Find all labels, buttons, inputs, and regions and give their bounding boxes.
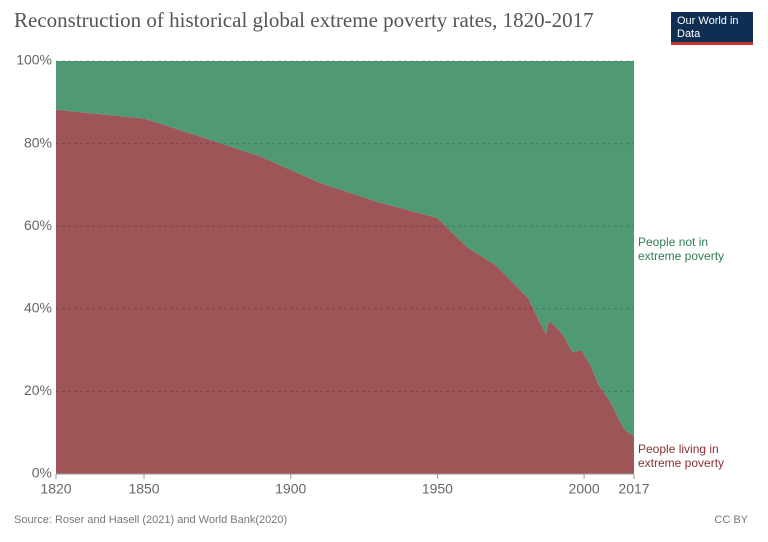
area <box>56 61 634 437</box>
series-label: People not in extreme poverty <box>638 235 725 263</box>
x-tick-label: 1850 <box>128 481 159 497</box>
area <box>56 109 634 474</box>
x-tick-label: 1950 <box>422 481 453 497</box>
x-tick-label: 2017 <box>618 481 649 497</box>
chart-title: Reconstruction of historical global extr… <box>14 8 594 32</box>
series-label: People living in extreme poverty <box>638 442 725 470</box>
x-tick-label: 1820 <box>40 481 71 497</box>
x-tick-label: 2000 <box>569 481 600 497</box>
logo[interactable]: Our World in Data <box>671 12 753 45</box>
source: Source: Roser and Hasell (2021) and Worl… <box>14 514 288 526</box>
y-tick-label: 80% <box>24 134 52 150</box>
y-tick-label: 0% <box>32 465 52 481</box>
license: CC BY <box>714 514 748 526</box>
y-tick-label: 100% <box>16 52 52 68</box>
x-tick-label: 1900 <box>275 481 306 497</box>
y-tick-label: 20% <box>24 382 52 398</box>
y-tick-label: 40% <box>24 300 52 316</box>
y-tick-label: 60% <box>24 217 52 233</box>
